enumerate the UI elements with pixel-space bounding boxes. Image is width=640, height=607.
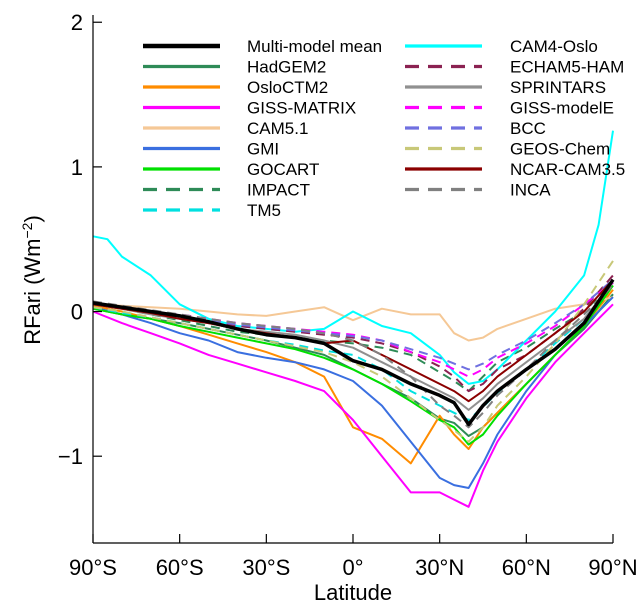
series-line-multi-model-mean [92, 278, 615, 427]
axes: −1 0 1 2 90°S 60°S 30°S 0° 30°N 60°N 90°N [58, 10, 638, 580]
y-axis-label-close: ) [20, 215, 45, 222]
series-line-cam4-oslo [92, 130, 614, 385]
legend-label-cam4-oslo: CAM4-Oslo [510, 37, 598, 56]
legend-label-cam5-1: CAM5.1 [247, 119, 308, 138]
legend-label-multi-model-mean: Multi-model mean [247, 37, 382, 56]
series-line-tm5 [92, 281, 614, 421]
legend-label-impact: IMPACT [247, 181, 310, 200]
legend-label-osloctm2: OsloCTM2 [247, 78, 328, 97]
y-tick-label: 0 [71, 300, 83, 325]
legend-label-giss-matrix: GISS-MATRIX [247, 99, 356, 118]
legend-label-gmi: GMI [247, 140, 279, 159]
x-tick-label: 90°S [69, 555, 117, 580]
series-line-geos-chem [92, 260, 614, 443]
x-tick-label: 60°N [502, 555, 551, 580]
legend-label-inca: INCA [510, 181, 551, 200]
x-tick-label: 90°N [588, 555, 637, 580]
x-tick-label: 60°S [156, 555, 204, 580]
y-axis-label: RFari (Wm−2) [19, 215, 45, 345]
legend-label-ncar-cam3-5: NCAR-CAM3.5 [510, 160, 625, 179]
series-line-gocart [92, 284, 614, 446]
legend-label-gocart: GOCART [247, 160, 319, 179]
legend-label-hadgem2: HadGEM2 [247, 58, 326, 77]
x-axis-label: Latitude [314, 580, 392, 605]
x-tick-label: 30°N [415, 555, 464, 580]
legend-label-geos-chem: GEOS-Chem [510, 140, 610, 159]
y-tick-label: 1 [71, 155, 83, 180]
y-tick-label: 2 [71, 10, 83, 35]
y-axis-label-text: RFari (Wm [20, 238, 45, 344]
series-lines [92, 130, 615, 508]
series-line-sprintars [92, 281, 614, 411]
legend-label-echam5-ham: ECHAM5-HAM [510, 58, 624, 77]
legend-label-tm5: TM5 [247, 201, 281, 220]
legend-label-bcc: BCC [510, 119, 546, 138]
legend-label-sprintars: SPRINTARS [510, 78, 606, 97]
series-line-impact [92, 281, 614, 393]
legend-label-giss-modele: GISS-modelE [510, 99, 614, 118]
x-tick-label: 0° [342, 555, 363, 580]
x-tick-label: 30°S [242, 555, 290, 580]
y-axis-label-exponent: −2 [19, 222, 35, 238]
series-line-echam5-ham [92, 274, 614, 393]
series-line-inca [92, 284, 614, 429]
series-line-giss-matrix [92, 303, 614, 508]
y-tick-label: −1 [58, 444, 83, 469]
series-line-ncar-cam3-5 [92, 279, 614, 403]
series-line-gmi [92, 296, 614, 489]
